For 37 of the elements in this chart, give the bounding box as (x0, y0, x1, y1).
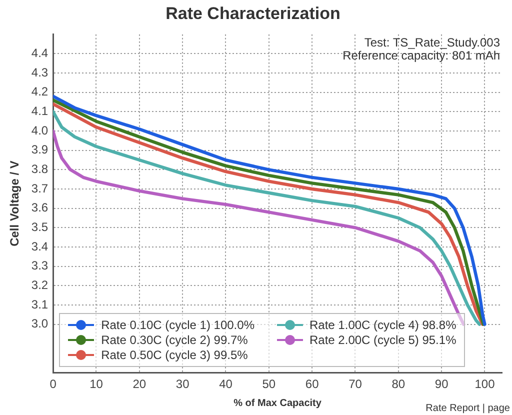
y-tick-label: 3.8 (31, 162, 48, 176)
legend-label: Rate 0.30C (cycle 2) 99.7% (101, 332, 248, 347)
x-tick-label: 100 (474, 377, 496, 392)
annotation: Reference capacity: 801 mAh (342, 48, 500, 63)
y-tick-label: 3.7 (31, 181, 48, 196)
x-tick-label: 20 (132, 377, 146, 392)
legend-label: Rate 0.50C (cycle 3) 99.5% (101, 348, 248, 362)
y-tick-label: 3.4 (31, 239, 48, 254)
legend-label: Rate 1.00C (cycle 4) 98.8% (310, 318, 456, 332)
annotation: Test: TS_Rate_Study.003 (364, 36, 500, 50)
y-tick-label: 3.2 (31, 278, 48, 292)
y-tick-label: 4.0 (31, 123, 48, 138)
y-axis-title: Cell Voltage / V (8, 160, 22, 246)
x-tick-label: 10 (90, 377, 104, 392)
y-tick-label: 4.3 (31, 65, 48, 80)
y-tick-label: 3.1 (31, 297, 48, 312)
x-tick-label: 30 (176, 377, 190, 392)
x-tick-label: 90 (434, 377, 449, 392)
legend-label: Rate 2.00C (cycle 5) 95.1% (310, 332, 456, 347)
y-tick-label: 3.5 (31, 220, 48, 234)
x-tick-label: 0 (50, 377, 57, 392)
x-tick-label: 80 (392, 377, 406, 392)
legend-label: Rate 0.10C (cycle 1) 100.0% (101, 318, 254, 332)
y-tick-label: 3.3 (31, 258, 48, 273)
y-tick-label: 4.1 (31, 104, 48, 118)
text: Rate Report | page (426, 402, 510, 414)
y-tick-label: 4.4 (31, 46, 48, 60)
chart-title: Rate Characterization (166, 4, 340, 23)
x-tick-label: 60 (305, 377, 320, 392)
y-tick-label: 3.9 (31, 142, 48, 157)
y-tick-label: 3.6 (31, 200, 48, 215)
y-tick-label: 4.2 (31, 84, 48, 99)
x-axis-title: % of Max Capacity (234, 398, 322, 409)
x-tick-label: 70 (348, 377, 362, 392)
x-tick-label: 50 (262, 377, 276, 392)
y-tick-label: 3.0 (31, 316, 48, 331)
x-tick-label: 40 (219, 377, 233, 392)
